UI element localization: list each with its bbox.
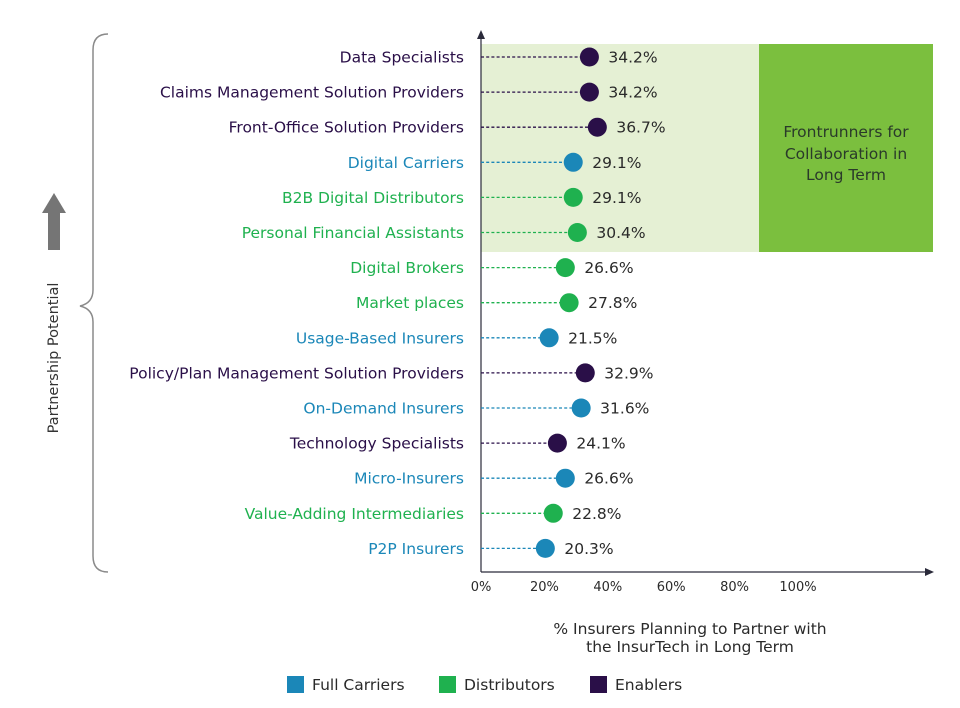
data-value-label: 31.6% — [600, 400, 649, 418]
highlight-box-line-1: Frontrunners for — [783, 123, 909, 141]
data-point — [555, 468, 575, 488]
category-label: Micro-Insurers — [354, 470, 464, 488]
legend-swatch — [287, 676, 304, 693]
category-label: On-Demand Insurers — [303, 400, 464, 418]
data-value-label: 20.3% — [564, 540, 613, 558]
chart-row: B2B Digital Distributors 29.1% — [282, 187, 641, 207]
x-axis-label-line-2: the InsurTech in Long Term — [586, 638, 794, 656]
x-tick-label: 100% — [779, 580, 816, 595]
data-point — [563, 187, 583, 207]
data-point — [579, 82, 599, 102]
data-value-label: 34.2% — [608, 49, 657, 67]
chart-row: Digital Brokers 26.6% — [350, 258, 634, 278]
data-value-label: 29.1% — [592, 154, 641, 172]
data-value-label: 29.1% — [592, 189, 641, 207]
category-label: Personal Financial Assistants — [242, 224, 464, 242]
data-point — [559, 293, 579, 313]
category-label: Value-Adding Intermediaries — [245, 505, 464, 523]
category-label: Digital Carriers — [348, 154, 464, 172]
category-label: Usage-Based Insurers — [296, 329, 464, 347]
data-point — [535, 538, 555, 558]
data-value-label: 26.6% — [584, 259, 633, 277]
data-value-label: 22.8% — [572, 505, 621, 523]
legend-item: Full Carriers — [287, 676, 405, 694]
chart-row: Data Specialists 34.2% — [340, 47, 658, 67]
highlight-box-line-3: Long Term — [806, 166, 886, 184]
chart-row: Personal Financial Assistants 30.4% — [242, 223, 646, 242]
data-point — [555, 258, 575, 278]
legend-label: Full Carriers — [312, 676, 405, 694]
chart-row: Value-Adding Intermediaries 22.8% — [245, 503, 622, 523]
data-point — [579, 47, 599, 67]
y-axis-arrow-icon — [477, 30, 485, 39]
x-tick-label: 80% — [720, 580, 749, 595]
x-tick-label: 0% — [471, 580, 492, 595]
data-point — [539, 328, 559, 348]
chart-row: Digital Carriers 29.1% — [348, 152, 641, 172]
data-point — [587, 117, 607, 137]
x-tick-label: 40% — [593, 580, 622, 595]
chart-row: Policy/Plan Management Solution Provider… — [129, 363, 654, 383]
category-label: P2P Insurers — [368, 540, 464, 558]
legend-item: Distributors — [439, 676, 555, 694]
category-label: Digital Brokers — [350, 259, 464, 277]
category-label: Market places — [356, 294, 464, 312]
chart-rows: Data Specialists 34.2%Claims Management S… — [129, 47, 666, 558]
x-ticks: 0% 20% 40% 60% 80% 100% — [471, 580, 817, 595]
left-brace — [79, 33, 109, 573]
chart-row: On-Demand Insurers 31.6% — [303, 398, 649, 418]
legend-label: Enablers — [615, 676, 682, 694]
legend: Full Carriers Distributors Enablers — [287, 676, 682, 694]
x-axis-label-line-1: % Insurers Planning to Partner with — [553, 620, 826, 638]
data-point — [571, 398, 591, 418]
category-label: Front-Office Solution Providers — [229, 119, 464, 137]
data-point — [567, 223, 587, 242]
chart-row: Front-Office Solution Providers 36.7% — [229, 117, 666, 137]
category-label: B2B Digital Distributors — [282, 189, 464, 207]
category-label: Data Specialists — [340, 49, 464, 67]
category-label: Policy/Plan Management Solution Provider… — [129, 364, 464, 382]
legend-swatch — [590, 676, 607, 693]
x-tick-label: 20% — [530, 580, 559, 595]
category-label: Technology Specialists — [289, 435, 464, 453]
legend-item: Enablers — [590, 676, 682, 694]
legend-swatch — [439, 676, 456, 693]
data-value-label: 34.2% — [608, 84, 657, 102]
highlight-box-line-2: Collaboration in — [785, 145, 907, 163]
data-point — [547, 433, 567, 453]
data-value-label: 24.1% — [576, 435, 625, 453]
partnership-potential-arrow-icon — [42, 193, 66, 250]
chart-row: Claims Management Solution Providers 34.2… — [160, 82, 658, 102]
legend-label: Distributors — [464, 676, 555, 694]
data-value-label: 26.6% — [584, 470, 633, 488]
data-value-label: 27.8% — [588, 294, 637, 312]
chart-row: Technology Specialists 24.1% — [289, 433, 626, 453]
data-value-label: 21.5% — [568, 329, 617, 347]
x-tick-label: 60% — [657, 580, 686, 595]
data-point — [543, 503, 563, 523]
data-value-label: 30.4% — [596, 224, 645, 242]
chart-row: Usage-Based Insurers 21.5% — [296, 328, 617, 348]
category-label: Claims Management Solution Providers — [160, 84, 464, 102]
data-point — [575, 363, 595, 383]
data-value-label: 32.9% — [604, 364, 653, 382]
data-point — [563, 152, 583, 172]
highlight-region-light — [481, 44, 759, 252]
highlight-region-box — [759, 44, 933, 252]
x-axis-arrow-icon — [925, 568, 934, 576]
chart-row: Market places 27.8% — [356, 293, 637, 313]
chart-row: P2P Insurers 20.3% — [368, 538, 614, 558]
side-axis-label: Partnership Potential — [46, 283, 62, 434]
chart-row: Micro-Insurers 26.6% — [354, 468, 634, 488]
data-value-label: 36.7% — [616, 119, 665, 137]
